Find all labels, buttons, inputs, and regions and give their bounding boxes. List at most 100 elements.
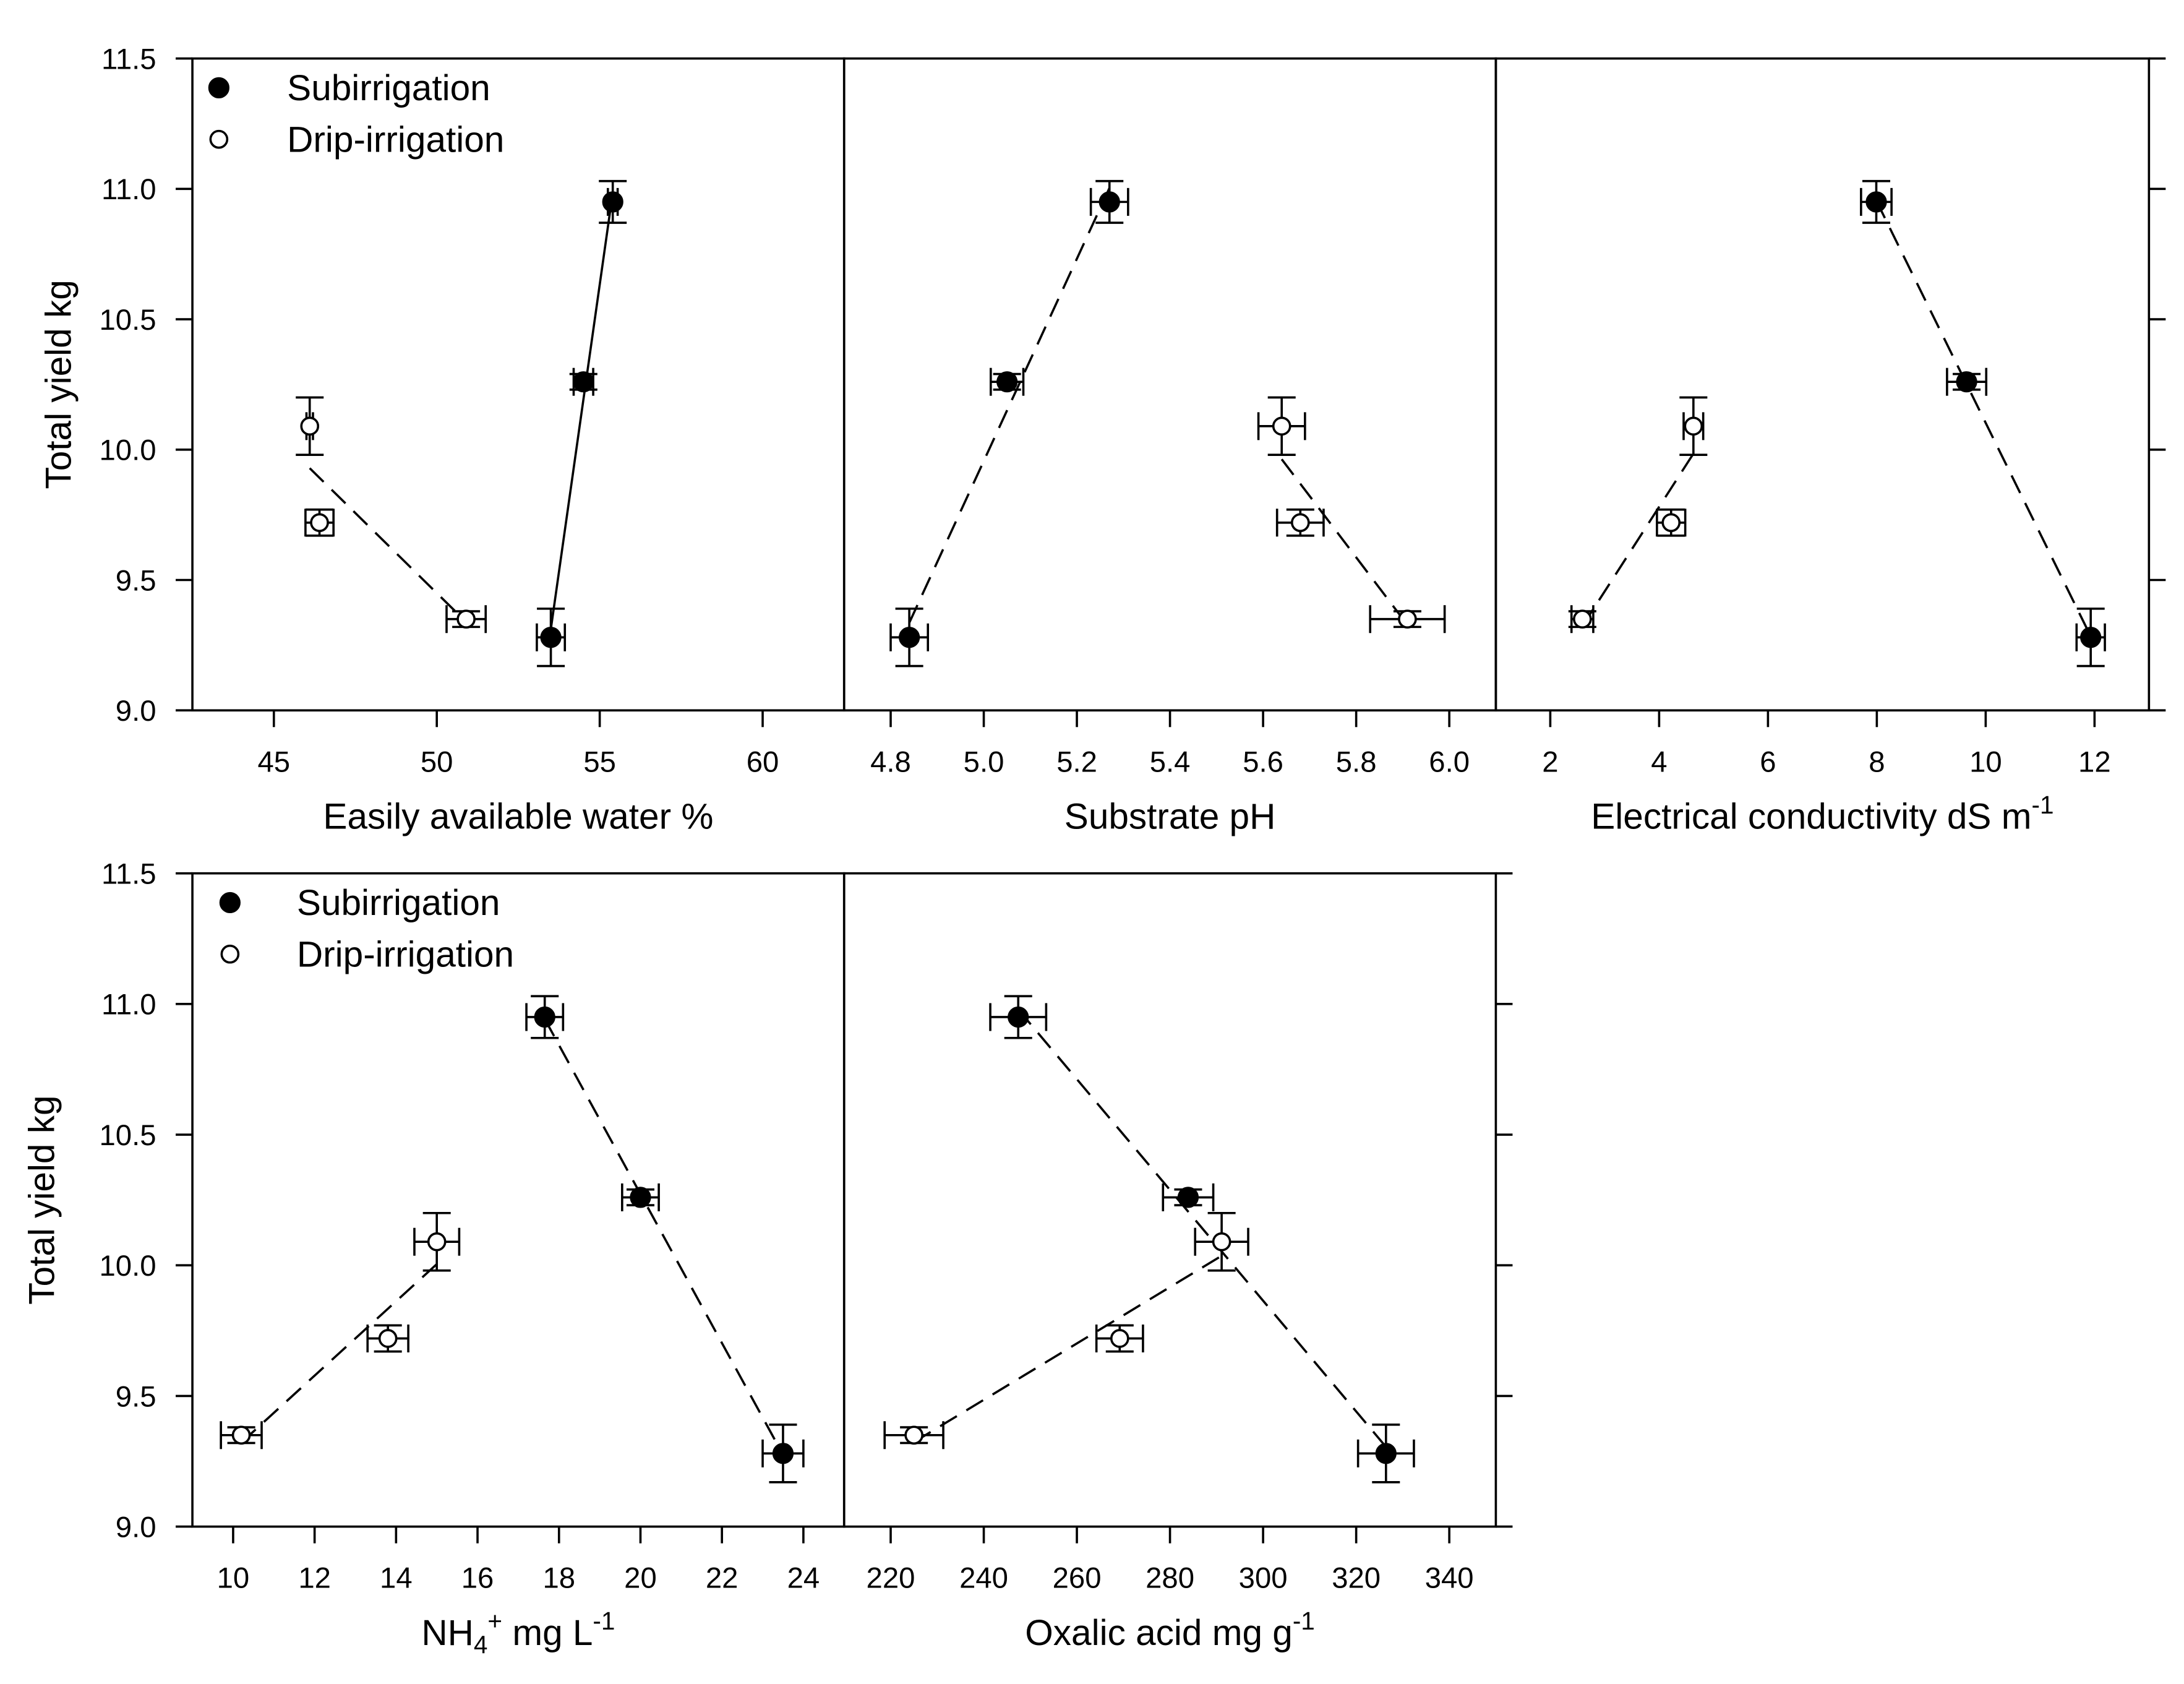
x-tick-label: 5.6 <box>1243 745 1283 778</box>
data-point <box>300 416 320 436</box>
legend-label: Subirrigation <box>297 883 500 923</box>
x-axis-title-text: Substrate pH <box>1064 797 1276 837</box>
legend-marker <box>220 944 240 964</box>
y-tick-label: 10.5 <box>100 1119 156 1152</box>
legend-marker <box>208 77 229 98</box>
x-tick-label: 24 <box>787 1562 820 1595</box>
data-point <box>1272 416 1291 436</box>
fit-line <box>240 1263 438 1444</box>
x-axis-title-sub: 4 <box>474 1630 488 1659</box>
data-point <box>1398 609 1417 629</box>
x-tick-label: 45 <box>257 745 290 778</box>
x-tick-label: 340 <box>1425 1562 1474 1595</box>
x-tick-label: 6.0 <box>1429 745 1470 778</box>
data-point <box>1661 513 1681 533</box>
x-tick-label: 12 <box>2078 745 2111 778</box>
x-axis-title: Electrical conductivity dS m-1 <box>1591 791 2053 837</box>
y-tick-label: 9.5 <box>116 1380 156 1413</box>
data-point <box>1865 191 1887 213</box>
data-point <box>904 1425 923 1445</box>
x-axis-title-text: Oxalic acid mg g <box>1025 1613 1293 1653</box>
panel-3: 2 4 6 8 10 12 Electrical conductivity dS m-1 <box>1494 57 2166 837</box>
legend-label: Subirrigation <box>287 68 490 108</box>
x-tick-label: 2 <box>1542 745 1558 778</box>
x-tick-label: 60 <box>747 745 779 778</box>
x-tick-label: 5.4 <box>1150 745 1191 778</box>
legend-marker <box>209 129 229 149</box>
data-point <box>2080 627 2102 648</box>
data-point <box>996 371 1018 393</box>
plot-frame <box>1494 57 2151 712</box>
data-point <box>231 1425 251 1445</box>
x-tick-label: 14 <box>380 1562 413 1595</box>
x-tick-label: 4 <box>1651 745 1667 778</box>
y-tick-label: 11.5 <box>101 858 156 891</box>
x-tick-label: 260 <box>1053 1562 1102 1595</box>
data-point <box>1684 416 1703 436</box>
x-tick-label: 240 <box>959 1562 1008 1595</box>
data-point <box>573 371 594 393</box>
fit-line <box>1875 200 2092 637</box>
y-tick-label: 10.0 <box>100 1250 156 1282</box>
y-tick-label: 10.5 <box>100 304 156 337</box>
data-point <box>1573 609 1592 629</box>
x-axis-title-sup: -1 <box>593 1607 615 1635</box>
panel-1: 45 50 55 60 9.0 9.5 10.0 10.5 11.0 11.5 Easily ava… <box>38 43 846 837</box>
data-point <box>898 627 920 648</box>
data-point <box>1291 513 1310 533</box>
x-axis-title-text: Electrical conductivity dS m <box>1591 797 2031 837</box>
y-tick-label: 11.5 <box>101 43 156 75</box>
x-tick-label: 10 <box>217 1562 250 1595</box>
data-point <box>1212 1232 1231 1252</box>
legend: Subirrigation Drip-irrigation <box>219 883 514 975</box>
x-tick-label: 4.8 <box>870 745 911 778</box>
data-point <box>1375 1443 1397 1464</box>
x-tick-label: 10 <box>1969 745 2002 778</box>
legend-label: Drip-irrigation <box>287 119 504 160</box>
x-axis-title-text: Easily available water % <box>323 797 713 837</box>
data-point <box>1110 1329 1129 1348</box>
data-point <box>427 1232 447 1252</box>
data-point <box>1956 371 1977 393</box>
x-axis-title: Oxalic acid mg g-1 <box>1025 1607 1315 1653</box>
x-tick-label: 5.2 <box>1056 745 1097 778</box>
y-axis-title: Total yield kg <box>38 280 79 489</box>
y-tick-label: 9.0 <box>116 695 156 728</box>
panel-4: 10 12 14 16 18 20 22 24 9.0 9.5 10.0 10.5 11.0 11.5 NH… <box>22 858 846 1659</box>
x-tick-label: 320 <box>1332 1562 1381 1595</box>
x-tick-label: 220 <box>867 1562 915 1595</box>
fit-line <box>549 192 614 630</box>
x-axis-title-text: NH <box>421 1613 474 1653</box>
data-point <box>540 627 562 648</box>
x-tick-label: 22 <box>706 1562 739 1595</box>
fit-line <box>1017 1008 1387 1448</box>
data-point <box>1008 1006 1029 1028</box>
x-axis-title-sup: -1 <box>1293 1607 1315 1635</box>
x-axis-title-sup: -1 <box>2031 791 2053 819</box>
x-axis-title-sup: + <box>487 1607 502 1635</box>
fit-line <box>544 1018 784 1456</box>
x-tick-label: 280 <box>1146 1562 1194 1595</box>
x-tick-label: 20 <box>624 1562 657 1595</box>
x-tick-label: 5.8 <box>1336 745 1377 778</box>
panel-2: 4.8 5.0 5.2 5.4 5.6 5.8 6.0 Substrate pH <box>842 57 1497 837</box>
x-tick-label: 6 <box>1760 745 1776 778</box>
data-point <box>630 1187 651 1208</box>
data-point <box>772 1443 794 1464</box>
x-axis-title: Substrate pH <box>1064 797 1276 837</box>
x-tick-label: 5.0 <box>964 745 1004 778</box>
x-tick-label: 8 <box>1869 745 1885 778</box>
data-point <box>602 191 623 213</box>
x-tick-label: 16 <box>461 1562 494 1595</box>
x-tick-label: 50 <box>421 745 453 778</box>
x-tick-label: 12 <box>298 1562 331 1595</box>
x-tick-label: 55 <box>583 745 616 778</box>
y-tick-label: 11.0 <box>101 989 156 1021</box>
y-tick-label: 10.0 <box>100 434 156 467</box>
data-point <box>456 609 476 629</box>
data-point <box>378 1329 398 1348</box>
x-axis-title: Easily available water % <box>323 797 713 837</box>
y-axis-title: Total yield kg <box>22 1095 62 1304</box>
fit-line <box>908 187 1111 624</box>
